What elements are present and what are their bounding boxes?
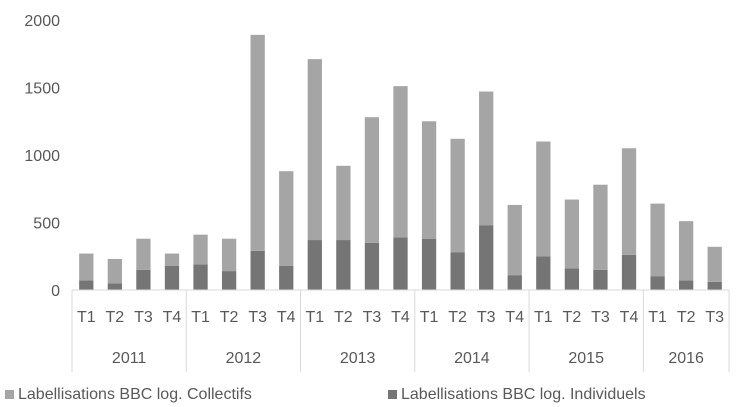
bar-segment-individuels	[507, 275, 522, 290]
legend-swatch	[5, 390, 14, 399]
bar-segment-individuels	[707, 281, 722, 290]
x-tick-label-quarter: T2	[448, 309, 467, 326]
x-tick-label-quarter: T2	[220, 309, 239, 326]
bars-group	[79, 34, 722, 290]
x-axis: T1 T2 T3 T4 T1 T2 T3 T4 T1 T2 T3 T4 T1 T2 T3 T4 T1 T2 T3 T4…	[71, 289, 730, 372]
x-tick-label-quarter: T3	[477, 309, 496, 326]
bar-segment-individuels	[136, 269, 151, 290]
bar-segment-collectifs	[79, 253, 94, 281]
bar-segment-collectifs	[707, 246, 722, 282]
bar-segment-collectifs	[279, 171, 294, 266]
y-axis: 0 500 1000 1500 2000	[24, 13, 60, 300]
legend-item-individuels: Labellisations BBC log. Individuels	[388, 386, 646, 403]
bar-segment-collectifs	[164, 253, 180, 266]
bar-segment-collectifs	[107, 258, 122, 284]
bar-segment-individuels	[364, 242, 380, 290]
legend-label: Labellisations BBC log. Collectifs	[18, 386, 252, 403]
bar-segment-collectifs	[364, 117, 380, 243]
bar-segment-collectifs	[450, 138, 465, 253]
bar-segment-individuels	[393, 237, 408, 290]
bar-segment-collectifs	[393, 86, 408, 238]
bar-segment-collectifs	[193, 234, 208, 265]
x-tick-label-quarter: T3	[134, 309, 153, 326]
bar-segment-individuels	[593, 269, 608, 290]
bar-segment-individuels	[193, 264, 208, 290]
x-tick-label-year: 2012	[226, 350, 262, 367]
x-tick-label-year: 2014	[454, 350, 490, 367]
x-tick-label-quarter: T1	[77, 309, 96, 326]
x-tick-label-year: 2015	[568, 350, 604, 367]
bar-segment-individuels	[479, 225, 494, 290]
x-tick-label-quarter: T3	[591, 309, 610, 326]
x-tick-label-quarter: T3	[705, 309, 724, 326]
bar-segment-individuels	[621, 254, 637, 290]
x-tick-label-quarter: T1	[191, 309, 210, 326]
bar-segment-collectifs	[479, 91, 494, 226]
y-tick-label: 1000	[24, 148, 60, 165]
x-tick-label-quarter: T4	[163, 309, 182, 326]
y-tick-label: 0	[51, 283, 60, 300]
bar-segment-collectifs	[564, 199, 580, 269]
x-tick-label-quarter: T4	[505, 309, 524, 326]
bar-segment-collectifs	[421, 121, 437, 239]
bar-segment-collectifs	[336, 165, 351, 241]
x-tick-label-year: 2016	[668, 350, 704, 367]
x-tick-label-quarter: T4	[620, 309, 639, 326]
bar-segment-individuels	[307, 240, 322, 290]
x-tick-label-quarter: T3	[248, 309, 267, 326]
y-tick-label: 500	[33, 216, 60, 233]
bar-segment-collectifs	[507, 204, 522, 276]
bar-segment-individuels	[79, 280, 94, 290]
x-tick-label-quarter: T4	[391, 309, 410, 326]
x-tick-label-quarter: T1	[420, 309, 439, 326]
legend-item-collectifs: Labellisations BBC log. Collectifs	[5, 386, 252, 403]
bar-segment-collectifs	[307, 59, 322, 241]
x-tick-label-quarter: T2	[334, 309, 353, 326]
bar-segment-individuels	[450, 252, 465, 290]
bar-segment-individuels	[279, 265, 294, 290]
bar-segment-collectifs	[536, 141, 551, 257]
bar-segment-individuels	[679, 280, 694, 290]
x-tick-label-quarter: T2	[677, 309, 696, 326]
bar-segment-individuels	[564, 268, 580, 290]
bar-segment-individuels	[107, 283, 122, 290]
legend-label: Labellisations BBC log. Individuels	[401, 386, 646, 403]
bar-segment-collectifs	[593, 184, 608, 270]
bar-segment-collectifs	[621, 148, 637, 255]
bar-segment-collectifs	[136, 238, 151, 270]
x-tick-label-quarter: T4	[277, 309, 296, 326]
x-tick-label-quarter: T3	[363, 309, 382, 326]
y-tick-label: 1500	[24, 81, 60, 98]
x-tick-label-year: 2013	[340, 350, 376, 367]
bar-segment-collectifs	[221, 238, 237, 272]
x-tick-label-quarter: T1	[534, 309, 553, 326]
bar-segment-individuels	[421, 238, 437, 290]
x-tick-label-quarter: T1	[648, 309, 667, 326]
y-tick-label: 2000	[24, 13, 60, 30]
bar-segment-individuels	[164, 265, 180, 290]
bar-segment-individuels	[536, 256, 551, 290]
bar-segment-individuels	[336, 240, 351, 290]
bar-segment-individuels	[650, 276, 665, 290]
x-tick-label-quarter: T1	[305, 309, 324, 326]
bar-segment-collectifs	[250, 34, 265, 251]
x-tick-label-quarter: T2	[106, 309, 125, 326]
bar-segment-collectifs	[679, 221, 694, 281]
legend-swatch	[388, 390, 397, 399]
x-tick-label-quarter: T2	[563, 309, 582, 326]
legend: Labellisations BBC log. Collectifs Labell…	[5, 386, 646, 403]
bar-segment-collectifs	[650, 203, 665, 277]
bar-segment-individuels	[250, 250, 265, 290]
bar-segment-individuels	[221, 271, 237, 290]
x-tick-label-year: 2011	[112, 350, 147, 367]
